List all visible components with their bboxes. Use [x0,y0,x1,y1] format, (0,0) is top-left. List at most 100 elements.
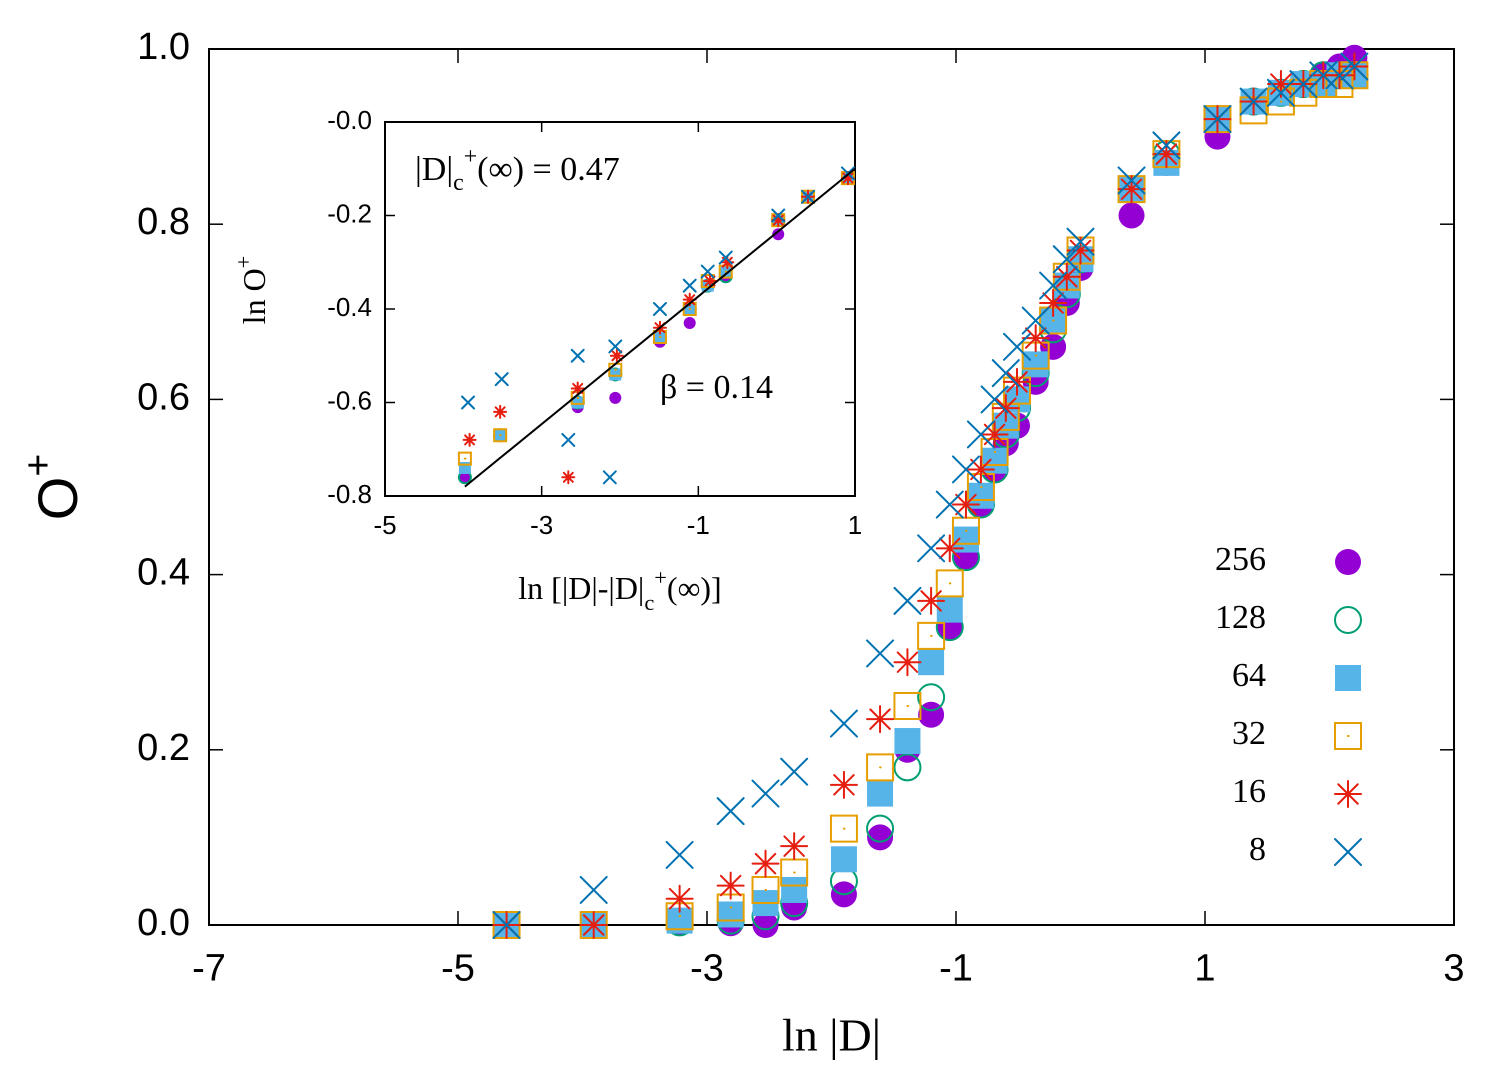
point [780,832,809,861]
x-tick-label: -7 [192,948,226,990]
x-tick-label: -5 [441,948,475,990]
point [716,893,745,922]
x-tick-label: -5 [373,510,396,540]
point [1003,367,1032,396]
point [1066,227,1095,256]
point [772,228,785,241]
point [1052,245,1081,274]
legend-marker [1334,838,1362,866]
text-part: c [644,590,654,615]
point [771,213,786,228]
point [866,753,895,782]
point [966,420,995,449]
point [461,395,476,410]
legend-label: 16 [1232,773,1266,810]
legend-label: 8 [1249,831,1266,868]
text-part: (∞)] [667,570,722,606]
x-tick-label: -1 [687,510,710,540]
point [1066,236,1095,265]
legend-marker [1334,780,1362,808]
text-part: |D| [415,151,453,188]
point [781,876,808,903]
point [866,814,895,843]
y-tick-label: -0.4 [327,292,372,322]
point [609,391,622,404]
point [917,683,946,712]
y-tick-label: -0.6 [327,385,372,415]
point [1266,78,1295,107]
text-part: + [17,454,60,477]
point [570,348,585,363]
y-tick-label: 1.0 [137,26,190,68]
annotation: β = 0.14 [660,369,773,406]
point [991,359,1020,388]
legend-marker [1334,606,1362,634]
point [751,779,780,808]
point [1117,166,1146,195]
y-tick-label: 0.8 [137,201,190,243]
point [1340,52,1369,81]
point [1203,105,1232,134]
point [917,534,946,563]
legend-label: 32 [1232,715,1266,752]
point [752,912,779,938]
point [1239,87,1268,116]
point [1021,306,1050,335]
point [980,385,1009,414]
inset-background [385,122,855,496]
point [866,639,895,668]
point [561,432,576,447]
point [840,171,855,186]
y-axis-label: ln O+ [231,256,273,325]
annotation: |D|c+(∞) = 0.47 [415,144,620,196]
legend-label: 64 [1232,657,1266,694]
y-tick-label: -0.8 [327,479,372,509]
y-tick-label: -0.0 [327,105,372,135]
point [494,372,509,387]
point [570,381,585,396]
point [703,273,718,288]
legend-marker [1335,665,1361,691]
point [893,648,922,677]
text-part: β = 0.14 [660,369,773,406]
point [830,846,857,873]
y-tick-label: -0.2 [327,198,372,228]
point [602,470,617,485]
y-tick-label: 0.6 [137,376,190,418]
point [751,875,780,904]
legend-label: 256 [1215,541,1266,578]
text-part: ln O [236,268,272,324]
point [801,189,815,204]
point [716,871,745,900]
text-part: + [231,256,256,269]
text-part: ln [|D|-|D| [518,570,644,606]
point [457,451,472,466]
point [751,849,780,878]
point [492,911,521,939]
point [462,432,477,447]
point [682,292,697,307]
point [608,339,623,354]
point [1052,262,1081,291]
point [700,264,715,279]
plot-frame [384,121,856,497]
legend-marker [1334,722,1362,750]
point [893,692,922,720]
point [1021,324,1050,353]
fit-line [464,167,856,488]
point [579,911,608,939]
point [894,728,921,755]
y-axis-label: O+ [17,454,89,520]
point [935,569,964,598]
point [866,705,895,734]
legend-marker [1335,549,1361,575]
point [716,797,745,826]
point [951,455,980,484]
text-part: O [26,477,89,521]
point [867,824,894,851]
point [579,875,608,904]
point [1152,131,1181,160]
text-part: (∞) = 0.47 [477,151,620,188]
point [966,455,995,484]
